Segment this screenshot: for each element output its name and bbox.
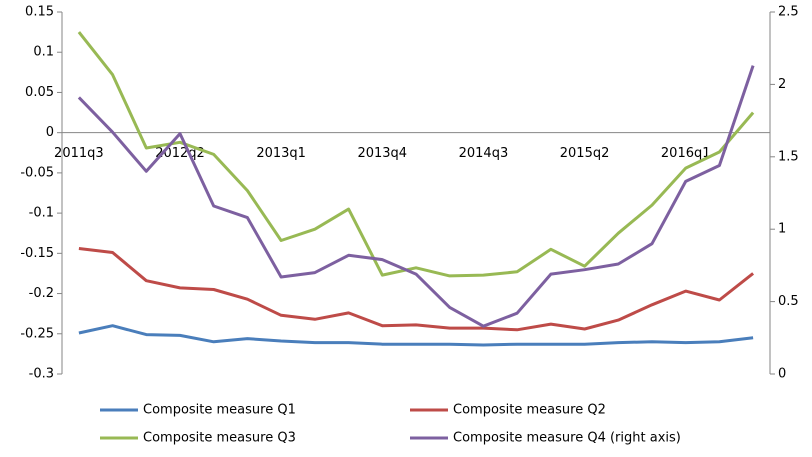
legend-label: Composite measure Q3 [143, 431, 296, 446]
y2-tick-label: 0 [778, 367, 786, 382]
y-tick-label: -0.05 [20, 165, 54, 180]
series-line [77, 31, 755, 278]
legend-label: Composite measure Q4 (right axis) [453, 431, 681, 446]
y2-tick-label: 1 [778, 222, 786, 237]
x-tick-label: 2014q3 [459, 146, 509, 161]
legend-label: Composite measure Q2 [453, 403, 606, 418]
y-tick-label: 0 [46, 125, 54, 140]
x-tick-label: 2013q1 [256, 146, 306, 161]
series-line [77, 65, 755, 328]
y2-tick-label: 2 [778, 77, 786, 92]
series-line [78, 324, 754, 347]
x-tick-label: 2016q1 [661, 146, 711, 161]
x-tick-label: 2011q3 [54, 146, 104, 161]
y-tick-label: -0.15 [20, 246, 54, 261]
y-tick-label: -0.1 [29, 206, 54, 221]
y-tick-label: 0.1 [33, 45, 54, 60]
y-tick-label: 0.05 [25, 85, 54, 100]
y2-tick-label: 0.5 [778, 294, 799, 309]
y-tick-label: -0.3 [29, 367, 54, 382]
series-line [78, 247, 755, 332]
x-tick-label: 2015q2 [560, 146, 610, 161]
y-tick-label: -0.2 [29, 286, 54, 301]
legend-label: Composite measure Q1 [143, 403, 296, 418]
y-tick-label: 0.15 [25, 5, 54, 20]
y2-tick-label: 2.5 [778, 5, 799, 20]
y2-tick-label: 1.5 [778, 149, 799, 164]
x-tick-label: 2013q4 [357, 146, 407, 161]
y-tick-label: -0.25 [20, 326, 54, 341]
